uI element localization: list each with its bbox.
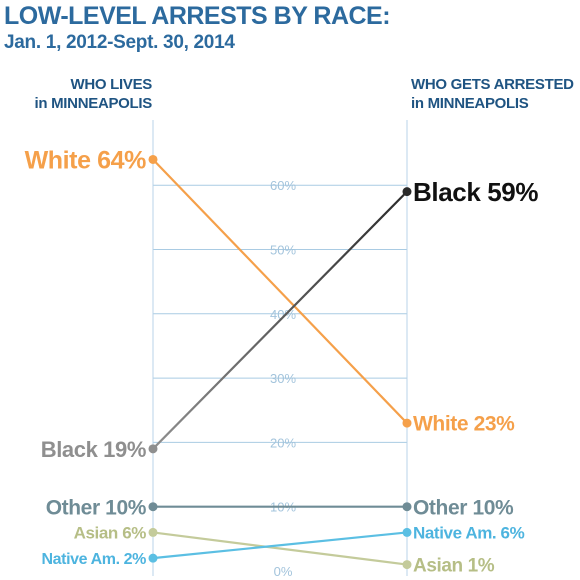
- data-label-asian-right: Asian 1%: [413, 555, 495, 576]
- series-point-white-left: [148, 154, 158, 164]
- right-column-header-line2: in MINNEAPOLIS: [411, 95, 529, 112]
- y-tick-label: 30%: [270, 371, 296, 386]
- right-column-header-line1: WHO GETS ARRESTED: [411, 76, 574, 93]
- data-label-white-right: White 23%: [413, 413, 515, 436]
- series-line-white: [152, 158, 408, 424]
- series-line-native-am: [152, 531, 408, 560]
- series-point-native-am-left: [148, 553, 158, 563]
- data-label-native-am-left: Native Am. 2%: [42, 551, 147, 568]
- series-point-black-right: [402, 187, 412, 197]
- chart-title: LOW-LEVEL ARRESTS BY RACE:: [4, 2, 391, 30]
- data-label-black-left: Black 19%: [41, 437, 146, 462]
- left-column-header-line2: in MINNEAPOLIS: [34, 95, 153, 112]
- chart-subtitle: Jan. 1, 2012-Sept. 30, 2014: [4, 32, 235, 53]
- series-point-white-right: [402, 418, 412, 428]
- y-tick-label: 20%: [270, 435, 296, 450]
- data-label-white-left: White 64%: [25, 146, 147, 174]
- y-tick-label: 60%: [270, 178, 296, 193]
- data-label-native-am-right: Native Am. 6%: [413, 524, 525, 543]
- series-point-black-left: [148, 444, 158, 454]
- y-tick-label: 50%: [270, 243, 296, 258]
- series-line-black: [152, 190, 408, 450]
- series-point-asian-left: [148, 527, 158, 537]
- data-label-other-left: Other 10%: [46, 496, 147, 519]
- series-line-asian: [152, 531, 408, 566]
- series-point-asian-right: [402, 560, 412, 570]
- data-label-asian-left: Asian 6%: [74, 524, 147, 543]
- left-column-header: WHO LIVES in MINNEAPOLIS: [34, 75, 153, 113]
- data-label-other-right: Other 10%: [413, 496, 514, 519]
- right-column-header: WHO GETS ARRESTED in MINNEAPOLIS: [411, 75, 574, 113]
- y-tick-label: 0%: [274, 564, 293, 579]
- data-label-black-right: Black 59%: [413, 177, 538, 207]
- series-point-other-left: [148, 502, 158, 512]
- series-point-native-am-right: [402, 527, 412, 537]
- left-column-header-line1: WHO LIVES: [70, 76, 153, 93]
- series-point-other-right: [402, 502, 412, 512]
